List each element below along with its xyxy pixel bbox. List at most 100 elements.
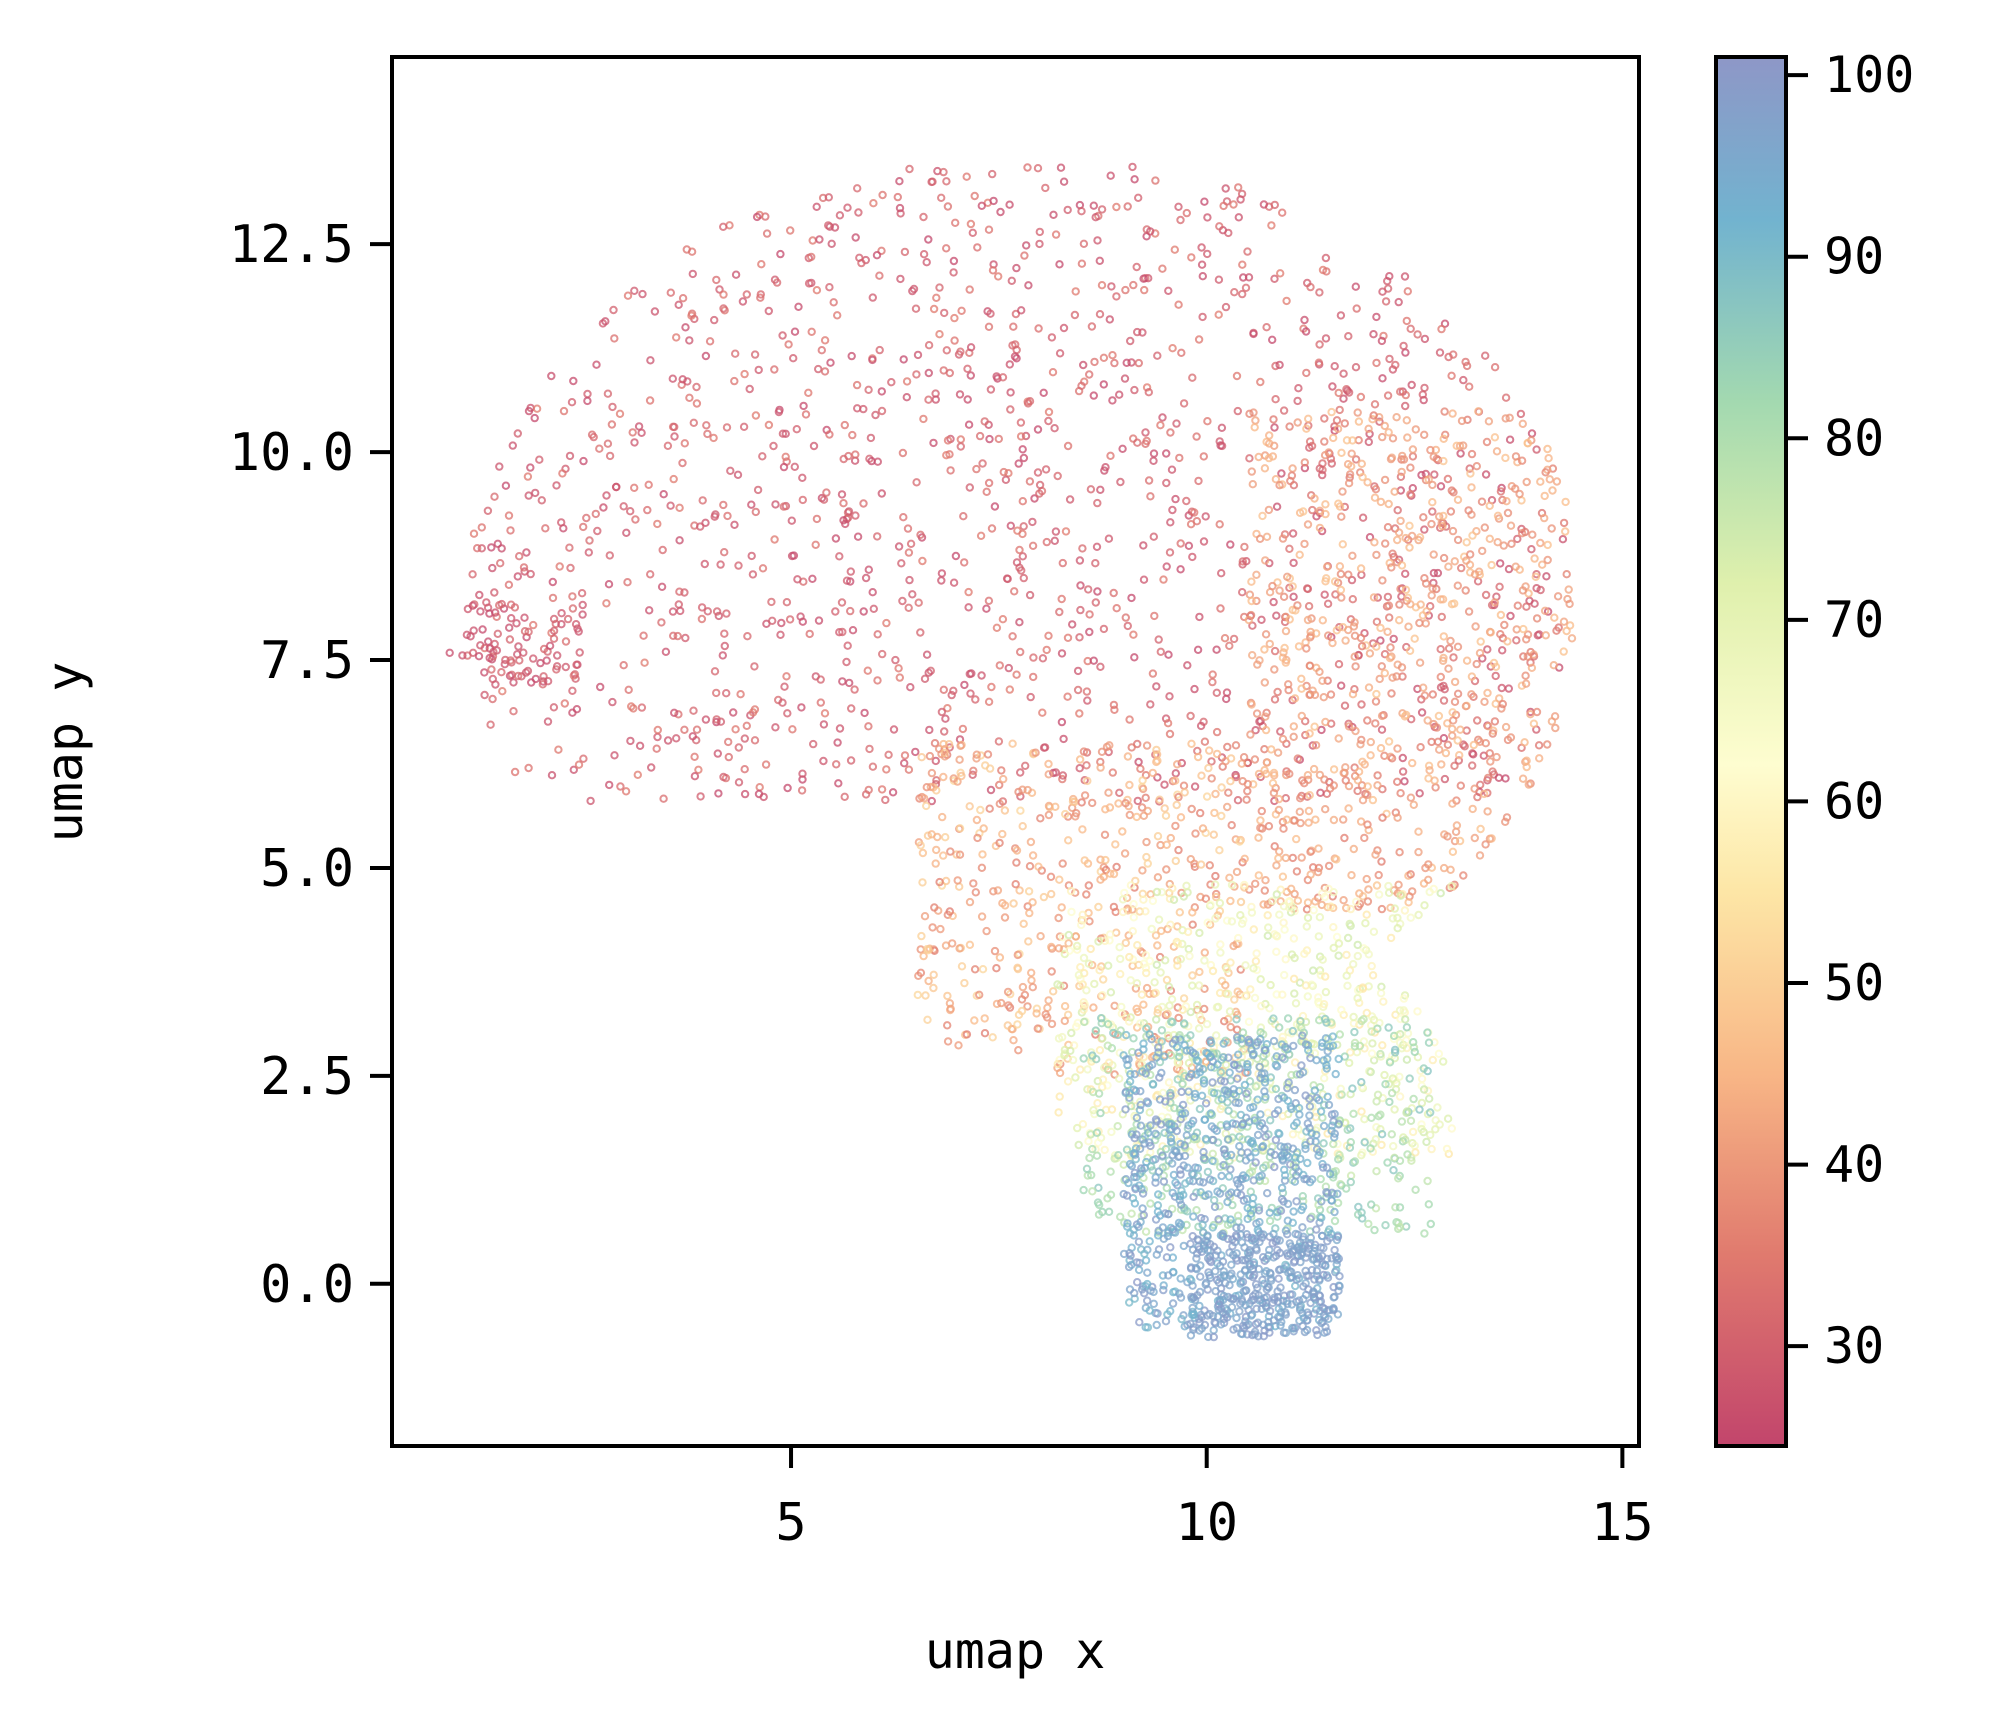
scatter-point xyxy=(1152,1117,1162,1126)
scatter-point xyxy=(1186,1031,1195,1040)
scatter-point xyxy=(1367,1200,1376,1209)
scatter-point xyxy=(860,708,869,718)
scatter-point xyxy=(1140,1139,1149,1148)
scatter-point xyxy=(1501,393,1511,402)
scatter-point xyxy=(1131,984,1141,993)
scatter-point xyxy=(1387,652,1396,661)
scatter-point xyxy=(1315,913,1325,922)
scatter-point xyxy=(843,641,852,650)
scatter-point xyxy=(826,358,835,367)
scatter-point xyxy=(847,351,856,361)
scatter-point xyxy=(809,441,819,451)
scatter-point xyxy=(1223,989,1233,999)
scatter-point xyxy=(701,351,711,361)
scatter-point xyxy=(1129,913,1139,922)
scatter-point xyxy=(567,398,577,407)
scatter-point xyxy=(1301,730,1310,740)
scatter-point xyxy=(1424,475,1433,484)
scatter-point xyxy=(825,430,834,439)
scatter-point xyxy=(1309,1293,1319,1303)
scatter-point xyxy=(1305,690,1314,700)
scatter-point xyxy=(1289,974,1299,983)
scatter-point xyxy=(1357,735,1366,745)
scatter-point xyxy=(1109,869,1119,879)
scatter-point xyxy=(1249,408,1258,417)
scatter-point xyxy=(1159,575,1168,584)
scatter-point xyxy=(1494,773,1504,782)
scatter-point xyxy=(1367,961,1376,971)
scatter-point xyxy=(672,333,681,342)
scatter-point xyxy=(1337,512,1346,521)
scatter-point xyxy=(1127,1209,1136,1218)
scatter-point xyxy=(1234,933,1243,943)
scatter-point xyxy=(1490,598,1500,607)
scatter-point xyxy=(1519,624,1528,634)
scatter-point xyxy=(949,686,958,695)
scatter-point xyxy=(1492,752,1501,762)
scatter-point xyxy=(669,474,678,484)
scatter-point xyxy=(776,249,785,259)
scatter-point xyxy=(1107,1127,1116,1137)
scatter-point xyxy=(1196,721,1206,731)
scatter-point xyxy=(638,289,647,299)
scatter-point xyxy=(884,750,893,759)
scatter-point xyxy=(781,452,790,461)
scatter-point xyxy=(1278,534,1288,543)
scatter-point xyxy=(578,610,587,619)
scatter-point xyxy=(1163,1231,1173,1241)
scatter-point xyxy=(1012,670,1021,679)
scatter-point xyxy=(1103,1065,1113,1075)
scatter-point xyxy=(815,235,824,244)
scatter-point xyxy=(1227,1303,1237,1312)
scatter-point xyxy=(1432,584,1441,594)
scatter-point xyxy=(1262,758,1272,767)
scatter-point xyxy=(565,451,575,461)
scatter-point xyxy=(670,708,679,717)
scatter-point xyxy=(1212,688,1222,697)
scatter-point xyxy=(1167,995,1177,1004)
scatter-point xyxy=(1340,502,1350,512)
scatter-point xyxy=(1254,871,1264,880)
scatter-point xyxy=(1279,406,1289,415)
scatter-point xyxy=(904,603,913,612)
scatter-point xyxy=(1512,636,1521,645)
scatter-point xyxy=(1372,881,1382,890)
scatter-point xyxy=(1237,759,1247,768)
scatter-point xyxy=(599,503,608,512)
scatter-point xyxy=(898,448,908,458)
scatter-point xyxy=(1034,324,1043,333)
scatter-point xyxy=(896,274,905,284)
scatter-point xyxy=(719,772,728,782)
scatter-point xyxy=(1028,541,1038,550)
scatter-point xyxy=(1396,472,1406,481)
scatter-point xyxy=(1339,394,1348,403)
scatter-point xyxy=(1311,1137,1320,1146)
scatter-point xyxy=(914,598,923,607)
scatter-point xyxy=(1241,1173,1251,1183)
scatter-point xyxy=(505,671,515,680)
scatter-point xyxy=(712,607,722,616)
scatter-point xyxy=(690,772,700,781)
scatter-point xyxy=(1092,1128,1102,1138)
scatter-point xyxy=(1195,1068,1205,1077)
scatter-point xyxy=(783,709,792,718)
scatter-point xyxy=(1166,833,1176,843)
scatter-point xyxy=(1500,620,1509,630)
scatter-point xyxy=(1129,280,1138,290)
scatter-point xyxy=(1371,850,1380,859)
scatter-point xyxy=(1122,1191,1132,1200)
scatter-point xyxy=(1221,981,1230,990)
scatter-point xyxy=(1294,642,1304,651)
scatter-point xyxy=(1293,396,1302,406)
scatter-point xyxy=(1369,411,1378,420)
scatter-point xyxy=(477,544,486,553)
scatter-point xyxy=(569,376,578,386)
scatter-point xyxy=(1078,1120,1088,1129)
scatter-point xyxy=(497,668,506,677)
scatter-point xyxy=(938,812,947,822)
scatter-point xyxy=(1468,531,1477,540)
scatter-point xyxy=(1151,1129,1160,1139)
scatter-point xyxy=(1057,649,1067,658)
scatter-point xyxy=(1400,777,1409,786)
scatter-point xyxy=(1483,688,1492,698)
